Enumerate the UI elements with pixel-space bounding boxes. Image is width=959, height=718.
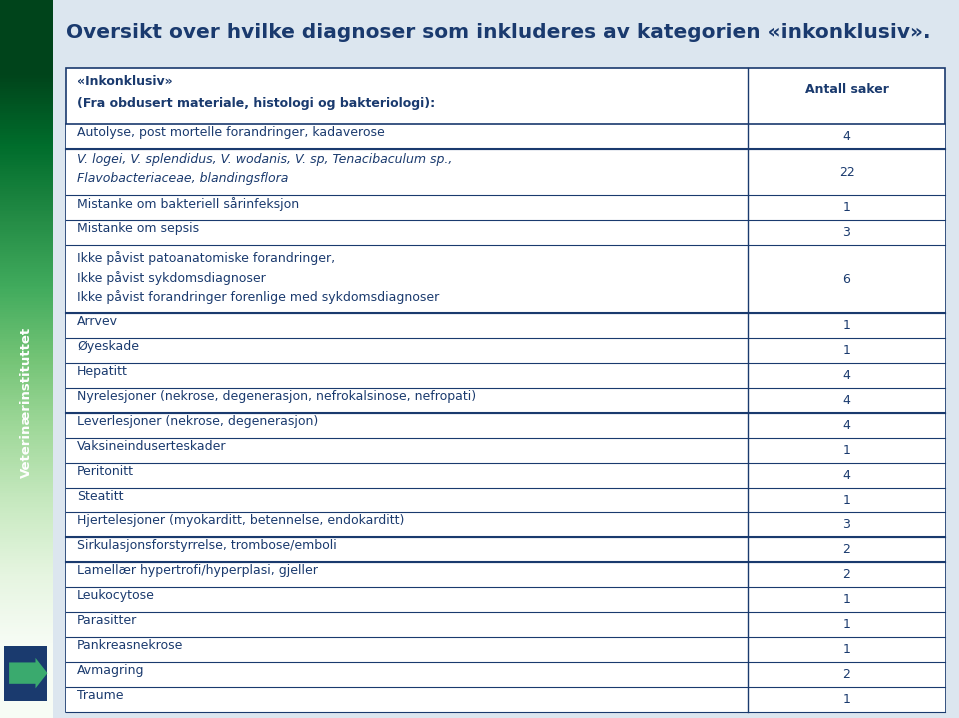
Text: 1: 1 [843, 618, 851, 631]
Text: (Fra obdusert materiale, histologi og bakteriologi):: (Fra obdusert materiale, histologi og ba… [78, 97, 435, 110]
Text: 2: 2 [843, 544, 851, 556]
Bar [66, 562, 946, 587]
Text: Sirkulasjonsforstyrrelse, trombose/emboli: Sirkulasjonsforstyrrelse, trombose/embol… [78, 539, 337, 552]
Bar [66, 413, 946, 437]
Bar [66, 363, 946, 388]
Text: 3: 3 [843, 226, 851, 239]
Text: 1: 1 [843, 593, 851, 607]
Text: Ikke påvist patoanatomiske forandringer,: Ikke påvist patoanatomiske forandringer, [78, 251, 336, 265]
Bar [66, 488, 946, 513]
Text: 1: 1 [843, 493, 851, 506]
Bar [66, 220, 946, 246]
Text: Øyeskade: Øyeskade [78, 340, 139, 353]
Text: V. logei, V. splendidus, V. wodanis, V. sp, Tenacibaculum sp.,: V. logei, V. splendidus, V. wodanis, V. … [78, 153, 453, 166]
Bar [66, 149, 946, 195]
Bar [66, 538, 946, 562]
Text: Vaksineinduserteskader: Vaksineinduserteskader [78, 439, 226, 452]
Text: Nyrelesjoner (nekrose, degenerasjon, nefrokalsinose, nefropati): Nyrelesjoner (nekrose, degenerasjon, nef… [78, 390, 477, 403]
Text: Peritonitt: Peritonitt [78, 465, 134, 477]
Text: Hepatitt: Hepatitt [78, 365, 129, 378]
Text: Lamellær hypertrofi/hyperplasi, gjeller: Lamellær hypertrofi/hyperplasi, gjeller [78, 564, 318, 577]
Text: 1: 1 [843, 344, 851, 357]
Bar [66, 687, 946, 712]
Text: Hjertelesjoner (myokarditt, betennelse, endokarditt): Hjertelesjoner (myokarditt, betennelse, … [78, 515, 405, 528]
Text: Arrvev: Arrvev [78, 314, 118, 327]
Text: Autolyse, post mortelle forandringer, kadaverose: Autolyse, post mortelle forandringer, ka… [78, 126, 385, 139]
Text: «Inkonklusiv»: «Inkonklusiv» [78, 75, 173, 88]
Text: Leukocytose: Leukocytose [78, 589, 155, 602]
Text: 4: 4 [843, 393, 851, 406]
Text: Antall saker: Antall saker [805, 83, 888, 96]
Text: 3: 3 [843, 518, 851, 531]
Bar [66, 612, 946, 638]
Text: 1: 1 [843, 694, 851, 707]
Bar [66, 638, 946, 662]
Text: Traume: Traume [78, 689, 124, 702]
Text: Oversikt over hvilke diagnoser som inkluderes av kategorien «inkonklusiv».: Oversikt over hvilke diagnoser som inklu… [66, 23, 931, 42]
Bar [66, 587, 946, 612]
Bar [66, 195, 946, 220]
FancyArrow shape [10, 658, 48, 689]
Text: 1: 1 [843, 444, 851, 457]
Text: Veterinærinstituttet: Veterinærinstituttet [20, 327, 33, 477]
Bar [66, 337, 946, 363]
Bar [66, 388, 946, 413]
Text: Flavobacteriaceae, blandingsflora: Flavobacteriaceae, blandingsflora [78, 172, 289, 185]
Text: Parasitter: Parasitter [78, 615, 137, 628]
Text: Avmagring: Avmagring [78, 664, 145, 677]
Text: Mistanke om sepsis: Mistanke om sepsis [78, 223, 199, 236]
Bar [66, 513, 946, 538]
Text: 4: 4 [843, 419, 851, 432]
Text: Mistanke om bakteriell sårinfeksjon: Mistanke om bakteriell sårinfeksjon [78, 197, 299, 211]
Text: 4: 4 [843, 130, 851, 143]
Text: 2: 2 [843, 668, 851, 681]
Bar [66, 437, 946, 462]
Text: 1: 1 [843, 319, 851, 332]
Text: Ikke påvist forandringer forenlige med sykdomsdiagnoser: Ikke påvist forandringer forenlige med s… [78, 290, 439, 304]
Bar [66, 246, 946, 313]
Text: 2: 2 [843, 569, 851, 582]
Text: Ikke påvist sykdomsdiagnoser: Ikke påvist sykdomsdiagnoser [78, 271, 266, 284]
Text: 1: 1 [843, 201, 851, 215]
Bar [66, 313, 946, 337]
Text: Pankreasnekrose: Pankreasnekrose [78, 639, 183, 653]
Text: Steatitt: Steatitt [78, 490, 124, 503]
Bar [66, 462, 946, 488]
Text: 6: 6 [843, 273, 851, 286]
Text: 4: 4 [843, 469, 851, 482]
Text: 4: 4 [843, 368, 851, 382]
Bar [66, 68, 946, 712]
Bar [66, 124, 946, 149]
Bar [66, 662, 946, 687]
Text: 22: 22 [838, 166, 854, 179]
Text: Leverlesjoner (nekrose, degenerasjon): Leverlesjoner (nekrose, degenerasjon) [78, 414, 318, 428]
Text: 1: 1 [843, 643, 851, 656]
